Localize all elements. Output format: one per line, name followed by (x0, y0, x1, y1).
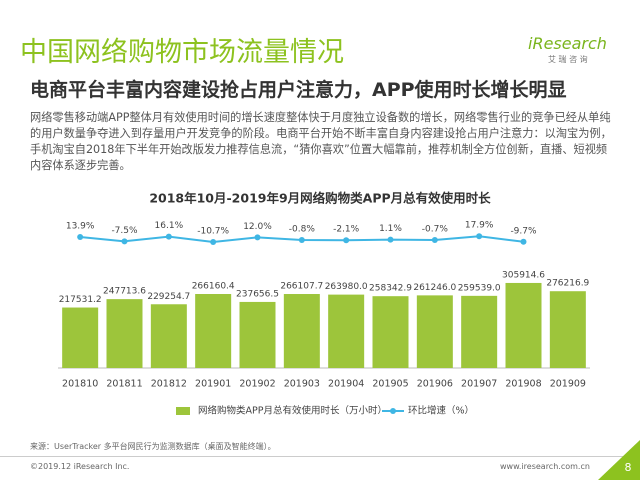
website: www.iresearch.com.cn (500, 462, 590, 471)
line-value-label: 12.0% (243, 222, 272, 232)
bar-value-label: 247713.6 (103, 287, 146, 297)
bar (461, 295, 498, 368)
bar (372, 296, 409, 368)
bar (549, 291, 586, 368)
x-tick-label: 201901 (195, 379, 231, 390)
legend-label: 网络购物类APP月总有效使用时长（万小时） (198, 405, 387, 417)
logo: iResearch (528, 34, 607, 53)
paragraph: 网络零售移动端APP整体月有效使用时间的增长速度整体快于月度独立设备数的增长，网… (30, 111, 612, 172)
line-marker (210, 238, 217, 245)
line-marker (431, 236, 438, 243)
x-tick-label: 201909 (550, 379, 586, 390)
line-value-label: -2.1% (333, 225, 360, 235)
footer-rule (0, 456, 640, 457)
x-tick-label: 201812 (151, 379, 187, 390)
bar-value-label: 237656.5 (236, 289, 279, 299)
line-marker (387, 236, 394, 243)
bar (106, 299, 143, 368)
legend-label: 环比增速（%） (408, 405, 474, 417)
line-value-label: 13.9% (66, 222, 95, 232)
x-tick-label: 201902 (239, 379, 275, 390)
x-tick-label: 201907 (461, 379, 497, 390)
line-marker (254, 234, 261, 241)
line-value-label: -9.7% (510, 226, 537, 236)
bar (150, 304, 187, 368)
logo-sub: 艾 瑞 咨 询 (548, 55, 588, 64)
bar-value-label: 217531.2 (59, 295, 102, 305)
line-marker (77, 234, 84, 241)
bar-value-label: 305914.6 (502, 270, 545, 280)
bar (416, 295, 453, 368)
line-value-label: -0.8% (289, 224, 316, 234)
bar-value-label: 276216.9 (546, 279, 589, 289)
line-marker (121, 238, 128, 245)
x-tick-label: 201904 (328, 379, 364, 390)
x-tick-label: 201811 (106, 379, 142, 390)
line-marker (343, 237, 350, 244)
x-tick-label: 201908 (505, 379, 541, 390)
line-marker (165, 233, 172, 240)
legend-swatch (176, 407, 190, 415)
bar-value-label: 229254.7 (147, 292, 190, 302)
bar (283, 294, 320, 368)
line-marker (476, 233, 483, 240)
line-value-label: 1.1% (379, 224, 402, 234)
page-number: 8 (625, 461, 632, 474)
bar (62, 307, 99, 368)
line-value-label: -0.7% (422, 224, 449, 234)
copyright: ©2019.12 iResearch Inc. (30, 462, 130, 471)
x-tick-label: 201903 (284, 379, 320, 390)
bar-value-label: 261246.0 (413, 283, 456, 293)
bar-value-label: 258342.9 (369, 284, 412, 294)
bar-value-label: 263980.0 (325, 282, 368, 292)
line-marker (520, 238, 527, 245)
x-tick-label: 201906 (417, 379, 453, 390)
line-value-label: 17.9% (465, 221, 494, 231)
slide-title: 中国网络购物市场流量情况 (20, 37, 344, 68)
bar (505, 282, 542, 368)
source: 来源：UserTracker 多平台网民行为监测数据库（桌面及智能终端）。 (30, 442, 276, 451)
corner (598, 440, 640, 480)
subtitle: 电商平台丰富内容建设抢占用户注意力，APP使用时长增长明显 (30, 79, 567, 101)
x-tick-label: 201810 (62, 379, 98, 390)
legend-swatch (390, 408, 396, 414)
chart-title: 2018年10月-2019年9月网络购物类APP月总有效使用时长 (149, 191, 491, 206)
line-value-label: 16.1% (155, 221, 184, 231)
line-value-label: -7.5% (111, 226, 138, 236)
x-tick-label: 201905 (372, 379, 408, 390)
bar-value-label: 266107.7 (280, 282, 323, 292)
bar (328, 294, 365, 368)
bar (195, 294, 232, 368)
bar-value-label: 266160.4 (192, 282, 235, 292)
bar (239, 301, 276, 368)
bar-value-label: 259539.0 (458, 283, 501, 293)
line-value-label: -10.7% (197, 226, 229, 236)
line-marker (298, 236, 305, 243)
